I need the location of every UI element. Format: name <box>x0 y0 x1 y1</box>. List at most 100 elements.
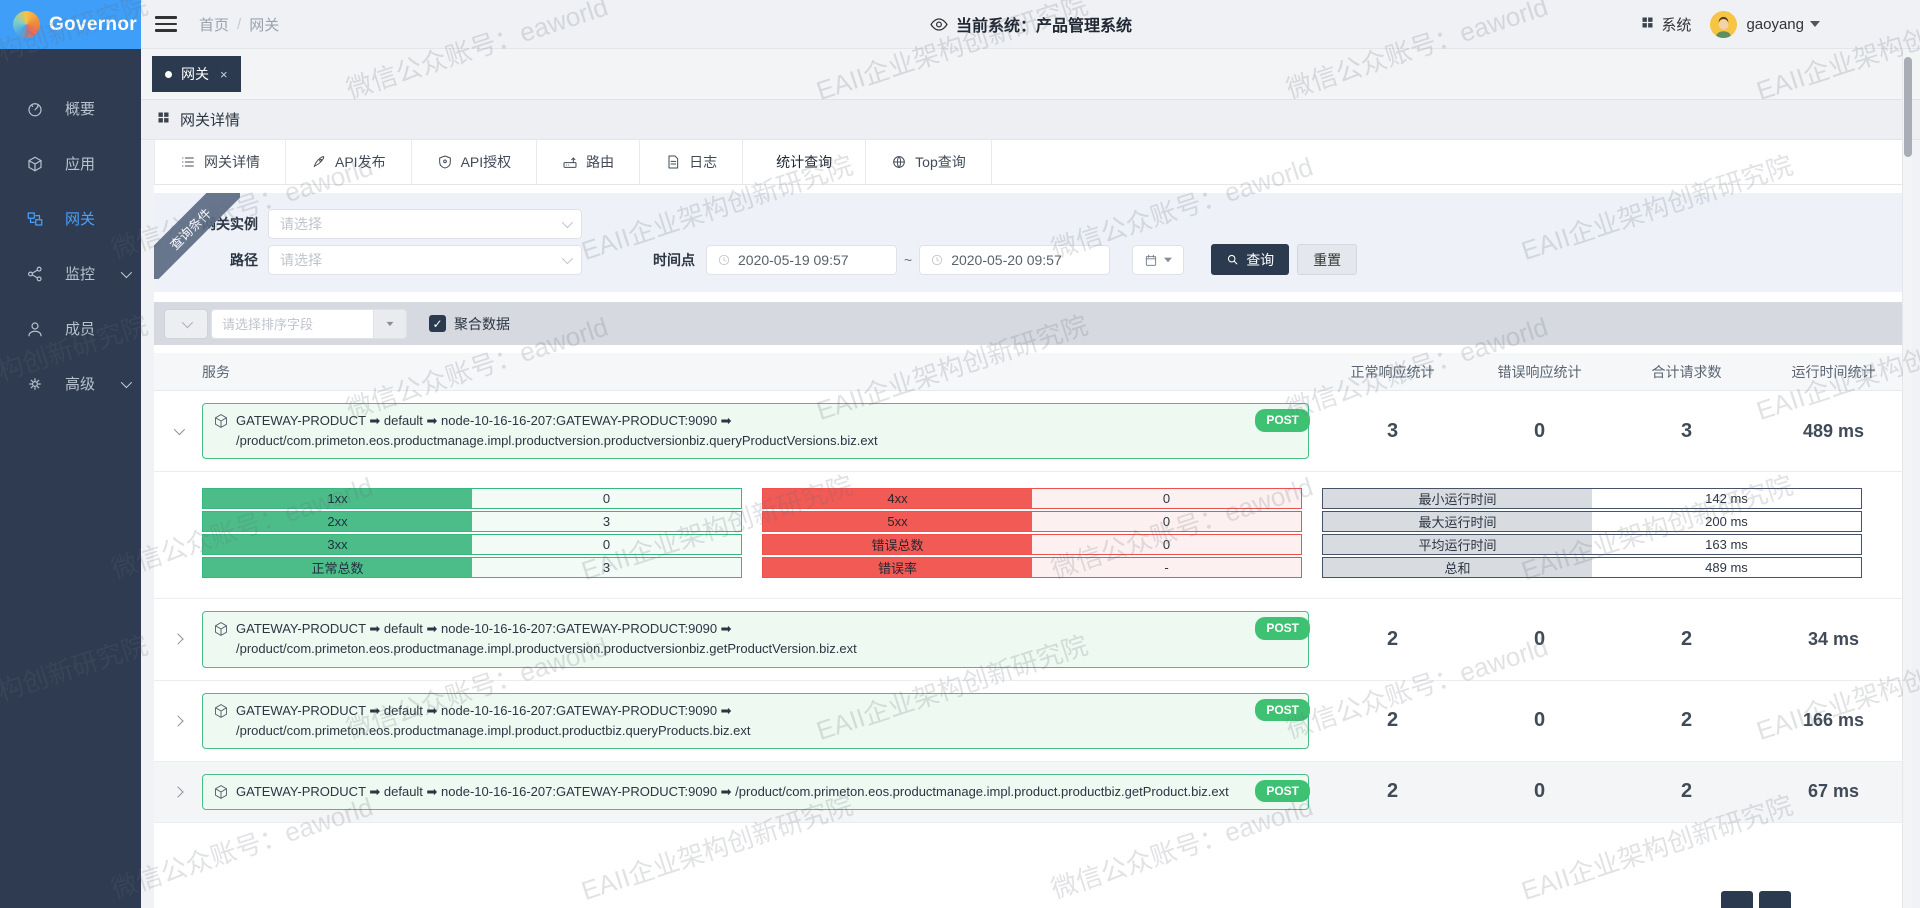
expanded-stats: 1xx 0 2xx 3 3xx 0 正常总数 3 4xx 0 5xx 0 错误总数 0 错误率 - 最小运行时间… <box>154 472 1907 600</box>
row-expander[interactable] <box>154 786 202 798</box>
sidebar-item-label: 监控 <box>65 266 96 283</box>
sidebar-item-label: 应用 <box>65 156 96 173</box>
aggregate-label: 聚合数据 <box>454 315 510 332</box>
sidebar-item-概要[interactable]: 概要 <box>0 81 141 136</box>
tab-label: 网关详情 <box>204 154 260 170</box>
main-area: 首页 / 网关 当前系统：产品管理系统 系统 <box>141 0 1920 908</box>
share-icon <box>28 266 42 281</box>
runtime-stats: 最小运行时间 142 ms 最大运行时间 200 ms 平均运行时间 163 ms 总和 48… <box>1322 488 1862 579</box>
sidebar-item-监控[interactable]: 监控 <box>0 246 141 301</box>
tab-API发布[interactable]: API发布 <box>286 140 412 184</box>
calendar-icon <box>1145 254 1156 266</box>
stats-table: 服务 正常响应统计 错误响应统计 合计请求数 运行时间统计 GATEWAY-PR… <box>154 353 1907 908</box>
tab-统计查询[interactable]: 统计查询 <box>743 140 867 184</box>
query-form: 查询条件 网关实例 请选择 路径 请选择 时间点 <box>154 193 1907 292</box>
total-count-value: 2 <box>1680 709 1693 732</box>
time-from-input[interactable]: 2020-05-19 09:57 <box>706 244 897 275</box>
stat-row: 总和 489 ms <box>1322 557 1862 579</box>
stat-label: 错误率 <box>763 558 1032 578</box>
current-system-indicator: 当前系统：产品管理系统 <box>929 12 1132 36</box>
service-cell: GATEWAY-PRODUCT ➡ default ➡ node-10-16-1… <box>202 403 1319 460</box>
normal-count-value: 2 <box>1386 709 1399 732</box>
normal-count-value: 3 <box>1386 419 1399 442</box>
app-logo[interactable]: Governor <box>0 0 141 49</box>
tab-Top查询[interactable]: Top查询 <box>866 140 992 184</box>
sort-field-dropdown-button[interactable] <box>374 308 407 339</box>
calendar-dropdown-button[interactable] <box>1132 244 1185 275</box>
tab-路由[interactable]: 路由 <box>537 140 641 184</box>
scrollbar-thumb[interactable] <box>1904 57 1912 157</box>
system-menu[interactable]: 系统 <box>1640 14 1691 35</box>
search-button[interactable]: 查询 <box>1211 244 1290 275</box>
tab-label: 路由 <box>586 154 615 170</box>
stat-row: 3xx 0 <box>202 534 742 556</box>
run-time: 489 ms <box>1760 421 1907 442</box>
service-box[interactable]: GATEWAY-PRODUCT ➡ default ➡ node-10-16-1… <box>202 692 1310 749</box>
sidebar-nav: 概要应用网关监控成员 高级 <box>0 49 141 411</box>
section-bar: 网关详情 <box>141 100 1920 140</box>
stat-label: 平均运行时间 <box>1323 535 1592 555</box>
search-icon <box>1228 254 1238 265</box>
sidebar-item-成员[interactable]: 成员 <box>0 301 141 356</box>
scrollbar[interactable] <box>1902 49 1912 908</box>
query-ribbon: 查询条件 <box>154 193 240 279</box>
row-expander[interactable] <box>154 633 202 646</box>
user-menu[interactable]: gaoyang <box>1746 16 1820 33</box>
tab-API授权[interactable]: API授权 <box>412 140 538 184</box>
app-name: Governor <box>49 13 137 35</box>
gateway-icon <box>27 211 43 226</box>
service-box[interactable]: GATEWAY-PRODUCT ➡ default ➡ node-10-16-1… <box>202 403 1310 460</box>
normal-count-value: 2 <box>1386 780 1399 803</box>
error-count-value: 0 <box>1533 780 1546 803</box>
tab-网关详情[interactable]: 网关详情 <box>154 140 286 184</box>
error-count-value: 0 <box>1533 419 1546 442</box>
chevron-right-icon <box>172 633 184 646</box>
total-count-value: 2 <box>1680 627 1693 650</box>
sidebar-item-应用[interactable]: 应用 <box>0 136 141 191</box>
chevron-right-icon <box>172 786 184 798</box>
path-select[interactable]: 请选择 <box>268 244 582 275</box>
stat-label: 4xx <box>763 489 1032 509</box>
stat-row: 最小运行时间 142 ms <box>1322 488 1862 510</box>
stat-label: 错误总数 <box>763 535 1032 555</box>
col-normal: 正常响应统计 <box>1350 363 1435 380</box>
time-to-input[interactable]: 2020-05-20 09:57 <box>919 244 1111 275</box>
service-box[interactable]: GATEWAY-PRODUCT ➡ default ➡ node-10-16-1… <box>202 773 1310 810</box>
pagination-next-button[interactable] <box>1759 891 1791 908</box>
row-expander[interactable] <box>154 424 202 436</box>
stat-row: 4xx 0 <box>762 488 1302 510</box>
sidebar-item-网关[interactable]: 网关 <box>0 191 141 246</box>
current-system-text: 当前系统：产品管理系统 <box>955 18 1133 35</box>
breadcrumb-current: 网关 <box>249 16 280 34</box>
row-expander[interactable] <box>154 715 202 727</box>
stat-value: 3 <box>472 512 741 532</box>
sort-direction-select[interactable] <box>164 308 208 339</box>
run-time-value: 166 ms <box>1802 710 1865 731</box>
avatar[interactable] <box>1710 10 1738 38</box>
detail-tabs: 网关详情 API发布 API授权 路由 日志 统计查询 Top查询 <box>154 140 1907 185</box>
sidebar-item-高级[interactable]: 高级 <box>0 356 141 411</box>
tab-chip-gateway[interactable]: 网关 × <box>152 56 241 92</box>
aggregate-checkbox[interactable]: ✓ <box>429 315 446 332</box>
reset-button[interactable]: 重置 <box>1297 244 1358 275</box>
service-box[interactable]: GATEWAY-PRODUCT ➡ default ➡ node-10-16-1… <box>202 611 1310 668</box>
instance-select[interactable]: 请选择 <box>268 209 582 239</box>
service-cell: GATEWAY-PRODUCT ➡ default ➡ node-10-16-1… <box>202 773 1319 810</box>
chevron-down-icon <box>561 216 574 229</box>
normal-count: 2 <box>1319 780 1466 803</box>
method-badge: POST <box>1255 409 1310 432</box>
hamburger-menu-icon[interactable] <box>155 16 177 32</box>
tab-label: API授权 <box>460 154 512 170</box>
package-icon <box>215 703 227 718</box>
tab-日志[interactable]: 日志 <box>640 140 744 184</box>
sort-field-input[interactable]: 请选择排序字段 <box>211 308 374 339</box>
close-icon[interactable]: × <box>220 66 228 82</box>
stat-value: 0 <box>472 535 741 555</box>
chevron-down-icon <box>120 266 133 278</box>
detail-card: 网关详情 API发布 API授权 路由 日志 统计查询 Top查询 查询条件 网关实例 请选… <box>154 140 1907 908</box>
stat-row: 2xx 3 <box>202 511 742 533</box>
pagination-prev-button[interactable] <box>1721 891 1753 908</box>
run-time-value: 34 ms <box>1807 628 1860 649</box>
breadcrumb-home[interactable]: 首页 <box>199 16 230 34</box>
tab-chip-label: 网关 <box>181 66 209 82</box>
